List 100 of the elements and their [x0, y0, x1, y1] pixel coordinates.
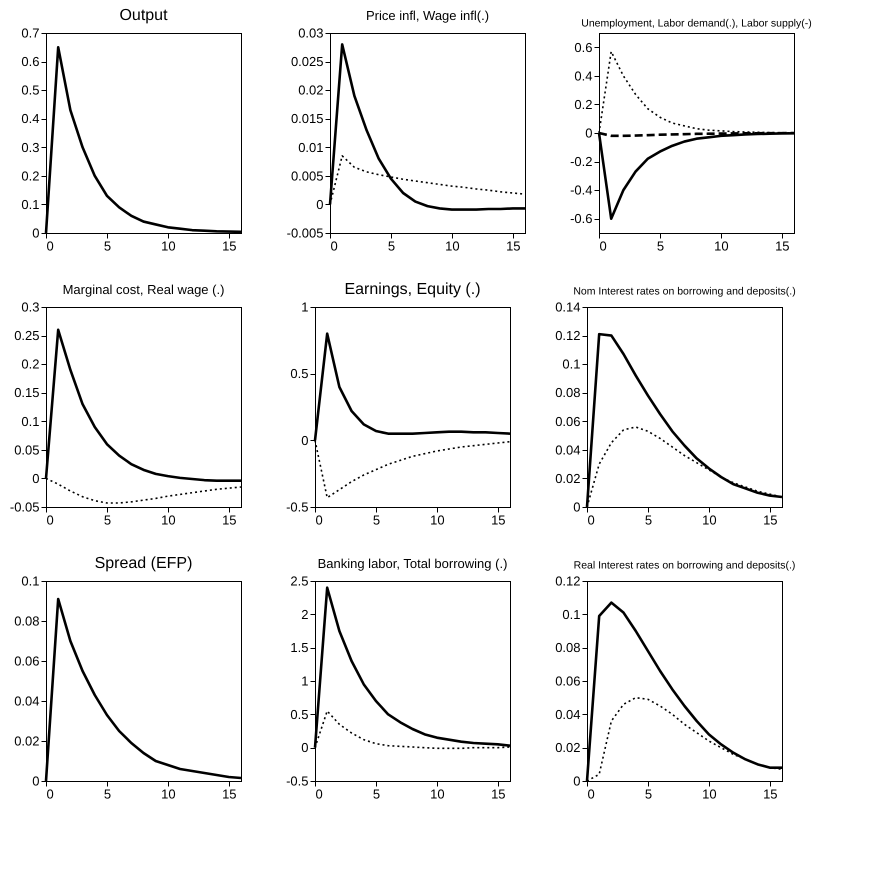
y-tick-label: 0.14 [555, 300, 580, 314]
y-tick-label: 1 [301, 674, 308, 688]
y-tick-label: 0.25 [14, 328, 40, 344]
x-tick-label: 15 [506, 238, 521, 254]
y-tick-label: 0.005 [290, 168, 324, 184]
x-tick-label: 5 [644, 786, 652, 802]
y-tick-label: 0.04 [555, 442, 580, 458]
y-tick-label: 0 [32, 226, 40, 240]
x-tick-label: 10 [430, 786, 445, 802]
y-tick-label: -0.6 [570, 211, 592, 226]
y-tick-label: 0 [32, 470, 40, 486]
chart-title: Marginal cost, Real wage (.) [62, 282, 224, 297]
x-tick-label: 5 [104, 512, 112, 528]
y-tick-label: -0.2 [570, 154, 592, 170]
y-tick-label: 0 [316, 196, 324, 212]
y-tick-label: 0.1 [21, 414, 40, 429]
y-tick-label: 0.01 [298, 140, 324, 155]
x-tick-label: 5 [388, 238, 396, 254]
y-tick-label: 0.04 [555, 706, 580, 722]
x-tick-label: 15 [491, 512, 506, 528]
x-tick-label: 10 [714, 238, 729, 254]
x-tick-label: 5 [372, 512, 380, 528]
y-tick-label: 0.02 [555, 740, 580, 756]
x-tick-label: 0 [600, 238, 607, 254]
chart-title: Banking labor, Total borrowing (.) [318, 556, 508, 571]
y-tick-label: 0.02 [298, 82, 324, 98]
y-tick-label: 0 [573, 500, 580, 514]
y-tick-label: 0 [301, 432, 308, 448]
y-tick-label: 0.1 [562, 356, 580, 372]
x-tick-label: 15 [763, 786, 778, 802]
chart-title: Price infl, Wage infl(.) [366, 8, 490, 23]
x-tick-label: 0 [46, 512, 54, 528]
x-tick-label: 5 [104, 786, 112, 802]
x-tick-label: 10 [702, 512, 717, 528]
y-tick-label: 0.3 [21, 300, 40, 314]
y-tick-label: 0 [32, 774, 40, 788]
x-tick-label: 5 [644, 512, 652, 528]
y-tick-label: 0.3 [21, 140, 40, 155]
y-tick-label: 0.1 [21, 196, 40, 212]
y-tick-label: 0.4 [21, 111, 40, 126]
x-tick-label: 15 [763, 512, 778, 528]
y-tick-label: 0.2 [21, 168, 40, 184]
y-tick-label: 0 [573, 774, 580, 788]
y-tick-label: 0.06 [555, 414, 580, 429]
y-tick-label: 0.08 [555, 640, 580, 656]
y-tick-label: 0.08 [14, 614, 40, 628]
y-tick-label: 0.02 [555, 470, 580, 486]
chart-title: Real Interest rates on borrowing and deposits(.) [574, 560, 796, 572]
y-tick-label: 0.7 [21, 26, 40, 40]
y-tick-label: 0.12 [555, 574, 580, 588]
chart-title: Unemployment, Labor demand(.), Labor supply(-) [581, 18, 812, 30]
y-tick-label: 0.5 [290, 366, 308, 382]
y-tick-label: 0.04 [14, 694, 40, 708]
y-tick-label: 0 [585, 126, 592, 140]
x-tick-label: 10 [161, 238, 176, 254]
y-tick-label: 0.5 [290, 706, 308, 722]
y-tick-label: -0.4 [570, 182, 592, 198]
y-tick-label: 2 [301, 606, 308, 622]
x-tick-label: 15 [775, 238, 790, 254]
x-tick-label: 10 [445, 238, 460, 254]
y-tick-label: 0.03 [298, 26, 324, 40]
y-tick-label: 0.015 [290, 111, 324, 126]
x-tick-label: 5 [104, 238, 112, 254]
y-tick-label: 0.2 [21, 356, 40, 372]
x-tick-label: 5 [372, 786, 380, 802]
y-tick-label: 0.02 [14, 734, 40, 748]
y-tick-label: 1.5 [290, 640, 308, 656]
y-tick-label: -0.005 [286, 226, 324, 240]
y-tick-label: 0.12 [555, 328, 580, 344]
x-tick-label: 15 [222, 512, 237, 528]
x-tick-label: 5 [656, 238, 664, 254]
x-tick-label: 10 [430, 512, 445, 528]
y-tick-label: 0.4 [574, 68, 592, 84]
y-tick-label: 0.2 [574, 96, 592, 112]
x-tick-label: 10 [161, 512, 176, 528]
x-tick-label: 0 [46, 238, 54, 254]
y-tick-label: 0.025 [290, 54, 324, 70]
y-tick-label: 0.6 [574, 40, 592, 55]
y-tick-label: 0.06 [14, 654, 40, 668]
x-tick-label: 10 [702, 786, 717, 802]
y-tick-label: 0.15 [14, 385, 40, 400]
chart-title: Nom Interest rates on borrowing and deposits(.) [573, 286, 796, 298]
y-tick-label: -0.05 [10, 500, 40, 514]
x-tick-label: 0 [46, 786, 54, 802]
y-tick-label: -0.5 [286, 500, 308, 514]
y-tick-label: 0.06 [555, 674, 580, 688]
y-tick-label: 0.1 [21, 574, 40, 588]
y-tick-label: -0.5 [286, 774, 308, 788]
chart-title: Spread (EFP) [94, 555, 192, 572]
y-tick-label: 0.05 [14, 442, 40, 458]
x-tick-label: 15 [491, 786, 506, 802]
y-tick-label: 0.5 [21, 82, 40, 98]
chart-title: Earnings, Equity (.) [344, 281, 481, 298]
y-tick-label: 0.1 [562, 606, 580, 622]
y-tick-label: 1 [301, 300, 308, 314]
y-tick-label: 0 [301, 740, 308, 756]
x-tick-label: 0 [330, 238, 338, 254]
chart-title: Output [119, 7, 168, 24]
y-tick-label: 0.6 [21, 54, 40, 70]
x-tick-label: 15 [222, 786, 237, 802]
